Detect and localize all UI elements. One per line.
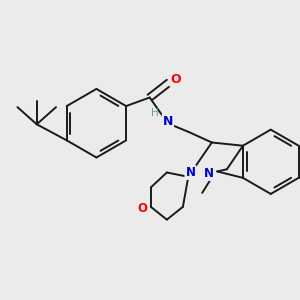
Text: N: N [204, 167, 214, 180]
Text: N: N [163, 115, 173, 128]
Text: O: O [137, 202, 147, 215]
Text: O: O [170, 73, 181, 86]
Text: N: N [185, 166, 195, 179]
Text: H: H [151, 107, 159, 118]
